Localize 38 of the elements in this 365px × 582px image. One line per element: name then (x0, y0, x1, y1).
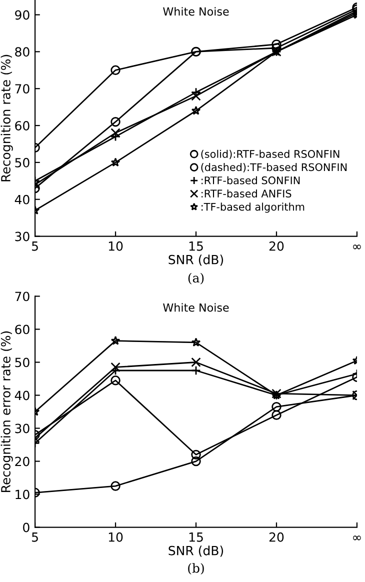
text: White Noise (163, 303, 229, 312)
x-tick-label: ∞ (353, 536, 361, 540)
legend-label: :RTF-based ANFIS (202, 189, 292, 198)
y-tick-label: 10 (16, 490, 30, 500)
x-tick-label: 10 (108, 532, 123, 542)
y-tick-label: 40 (14, 390, 30, 400)
y-tick-label: 60 (15, 121, 30, 130)
x-tick-label: 15 (189, 532, 203, 542)
y-tick-label: 50 (15, 158, 30, 168)
x-axis-title: SNR (dB) (168, 254, 224, 266)
y-tick-label: 60 (15, 324, 30, 334)
y-tick-label: 40 (14, 194, 30, 204)
y-tick-label: 0 (23, 522, 30, 532)
y-tick-label: 70 (15, 292, 30, 302)
x-axis-title: SNR (dB) (168, 546, 224, 557)
x-tick-label: 5 (32, 242, 38, 251)
text: White Noise (163, 7, 229, 16)
y-axis-title: Recognition rate (%) (0, 54, 13, 182)
text: (b) (188, 563, 204, 575)
y-tick-label: 50 (15, 358, 30, 368)
y-tick-label: 90 (15, 10, 30, 20)
y-axis-title: Recognition error rate (%) (0, 331, 13, 492)
y-tick-label: 20 (15, 456, 30, 466)
x-tick-label: 20 (269, 532, 284, 542)
x-tick-label: 10 (108, 241, 123, 251)
y-tick-label: 30 (15, 232, 30, 242)
x-tick-label: 15 (189, 242, 203, 251)
y-tick-label: 30 (15, 424, 30, 434)
y-tick-label: 80 (15, 47, 30, 57)
x-tick-label: 5 (32, 532, 38, 542)
legend-label: (dashed):TF-based RSONFIN (201, 163, 347, 172)
y-tick-label: 70 (15, 84, 30, 94)
text: (a) (188, 272, 204, 284)
legend-label: (solid):RTF-based RSONFIN (201, 150, 340, 160)
x-tick-label: 20 (269, 241, 284, 251)
legend-label: :RTF-based SONFIN (202, 176, 300, 184)
legend-label: :TF-based algorithm (202, 202, 304, 213)
x-tick-label: ∞ (353, 244, 361, 250)
